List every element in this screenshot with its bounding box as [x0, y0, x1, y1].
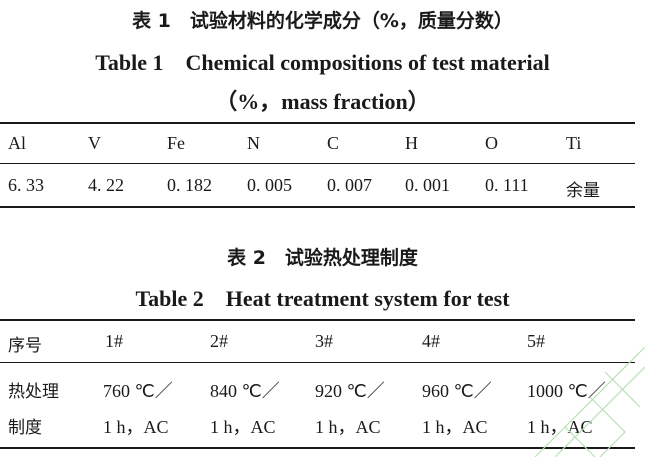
table2-time-cell: 1 h，AC: [422, 417, 488, 437]
table2-time-cell: 1 h，AC: [315, 417, 381, 437]
table1-header-cell: Ti: [566, 133, 582, 153]
table2-top-rule: [0, 319, 635, 321]
table1-value-cell: 6. 33: [8, 175, 44, 195]
table1-header-rule: [0, 163, 635, 164]
table2-header-cell: 3#: [315, 331, 333, 351]
table1-value-cell: 余量: [566, 181, 600, 201]
table2-temp-cell: 1000 ℃／: [527, 381, 606, 401]
table2-caption-cn: 表 2 试验热处理制度: [227, 247, 418, 269]
table2-temp-cell: 760 ℃／: [103, 381, 173, 401]
table1-header-cell: O: [485, 133, 498, 153]
table1-value-cell: 0. 001: [405, 175, 450, 195]
table1-header-cell: V: [88, 133, 101, 153]
table1-top-rule: [0, 122, 635, 124]
table2-time-cell: 1 h，AC: [210, 417, 276, 437]
table1-header-cell: H: [405, 133, 418, 153]
table1-caption-en: Table 1 Chemical compositions of test ma…: [95, 50, 550, 75]
table1-header-cell: N: [247, 133, 260, 153]
table2-time-cell: 1 h，AC: [103, 417, 169, 437]
table2-header-cell: 2#: [210, 331, 228, 351]
table2-header-cell: 5#: [527, 331, 545, 351]
table2-header-cell: 1#: [105, 331, 123, 351]
table1-header-cell: Al: [8, 133, 26, 153]
table2-bottom-rule: [0, 447, 635, 449]
table2-caption-en: Table 2 Heat treatment system for test: [135, 286, 510, 311]
table2-time-cell: 1 h，AC: [527, 417, 593, 437]
table2-temp-cell: 960 ℃／: [422, 381, 492, 401]
table2-header-cell: 4#: [422, 331, 440, 351]
table2-row-label-line2: 制度: [8, 418, 42, 438]
table1-header-cell: C: [327, 133, 340, 153]
table2-header-rule: [0, 362, 635, 363]
table2-row-label-line1: 热处理: [8, 382, 59, 402]
table1-value-cell: 0. 007: [327, 175, 372, 195]
table1-value-cell: 4. 22: [88, 175, 124, 195]
table1-bottom-rule: [0, 206, 635, 208]
table1-value-cell: 0. 182: [167, 175, 212, 195]
table2-temp-cell: 920 ℃／: [315, 381, 385, 401]
table2-temp-cell: 840 ℃／: [210, 381, 280, 401]
table2-header-label: 序号: [8, 336, 42, 356]
table1-value-cell: 0. 111: [485, 175, 529, 195]
table1-caption-en-unit: （%，mass fraction）: [215, 89, 430, 114]
table1-header-cell: Fe: [167, 133, 185, 153]
table1-caption-cn: 表 1 试验材料的化学成分（%，质量分数）: [132, 10, 513, 32]
table1-value-cell: 0. 005: [247, 175, 292, 195]
